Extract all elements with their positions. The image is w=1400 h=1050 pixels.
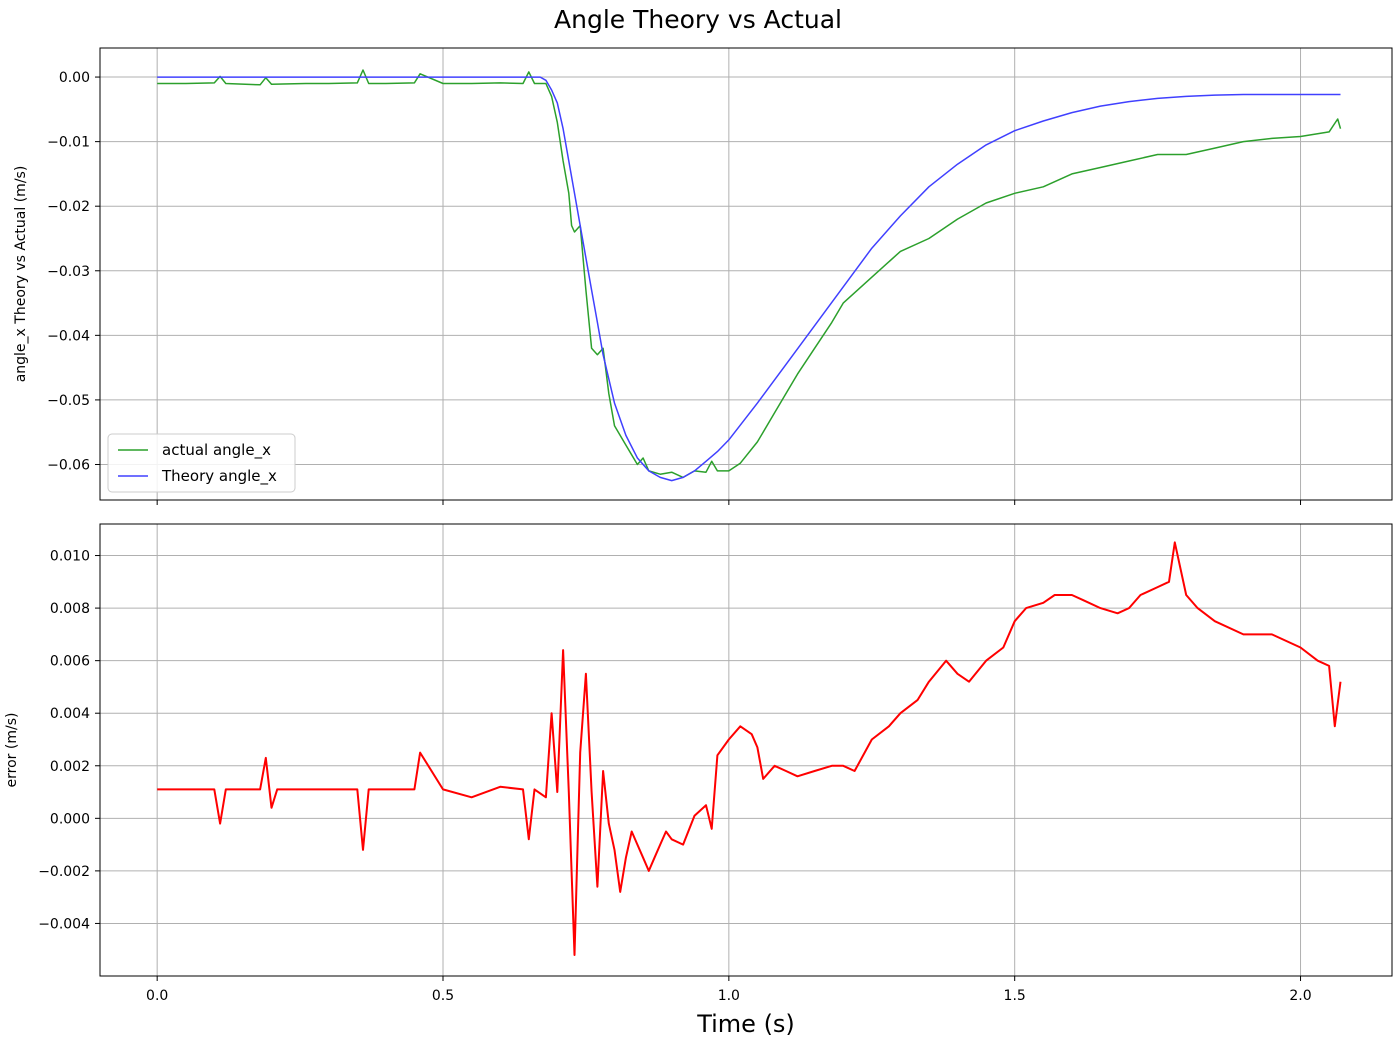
error-y-tick-label: 0.002: [50, 759, 90, 775]
angle-y-tick-label: −0.01: [47, 135, 90, 151]
legend-label-actual: actual angle_x: [162, 441, 271, 460]
angle-series-layer: [157, 69, 1342, 482]
angle-y-tick-label: −0.04: [47, 328, 90, 344]
error-x-tick-label: 1.5: [1004, 988, 1026, 1004]
angle-y-tick-label: −0.03: [47, 264, 90, 280]
legend: actual angle_x Theory angle_x: [107, 433, 296, 493]
actual-angle-x-line: [157, 69, 1342, 479]
error-x-tick-label: 0.0: [146, 988, 168, 1004]
error-y-axis-label: error (m/s): [4, 713, 20, 788]
error-axes-frame: [99, 523, 1393, 977]
error-y-tick-label: 0.000: [50, 811, 90, 827]
figure-title: Angle Theory vs Actual: [554, 5, 842, 34]
error-ticks: 0.0 0.5 1.0 1.5 2.0 0.010 0.008 0.006 0.004 0.002…: [38, 549, 1311, 1004]
error-y-tick-label: 0.010: [50, 549, 90, 565]
angle-ticks: 0.00 −0.01 −0.02 −0.03 −0.04 −0.05 −0.06: [47, 70, 1302, 505]
angle-y-axis-label: angle_x Theory vs Actual (m/s): [13, 166, 29, 383]
angle-axes-frame: [99, 47, 1393, 501]
legend-label-theory: Theory angle_x: [161, 467, 277, 486]
error-y-tick-label: 0.006: [50, 654, 90, 670]
angle-y-tick-label: 0.00: [59, 70, 90, 86]
error-y-tick-label: 0.008: [50, 601, 90, 617]
error-grid: [100, 524, 1392, 976]
error-series-layer: [157, 541, 1342, 956]
theory-angle-x-line: [157, 76, 1341, 482]
error-x-tick-label: 2.0: [1289, 988, 1311, 1004]
error-series-line: [157, 541, 1342, 956]
error-subplot: 0.0 0.5 1.0 1.5 2.0 0.010 0.008 0.006 0.004 0.002…: [4, 523, 1393, 1004]
angle-y-tick-label: −0.06: [47, 457, 90, 473]
error-x-tick-label: 1.0: [718, 988, 740, 1004]
error-y-tick-label: −0.004: [38, 916, 90, 932]
angle-subplot: 0.00 −0.01 −0.02 −0.03 −0.04 −0.05 −0.06 angle…: [13, 47, 1393, 505]
angle-y-tick-label: −0.05: [47, 393, 90, 409]
error-x-tick-label: 0.5: [432, 988, 454, 1004]
error-y-tick-label: −0.002: [38, 864, 90, 880]
angle-y-tick-label: −0.02: [47, 199, 90, 215]
x-axis-label: Time (s): [696, 1010, 795, 1038]
error-y-tick-label: 0.004: [50, 706, 90, 722]
angle-grid: [100, 48, 1392, 500]
legend-box: [107, 433, 296, 493]
